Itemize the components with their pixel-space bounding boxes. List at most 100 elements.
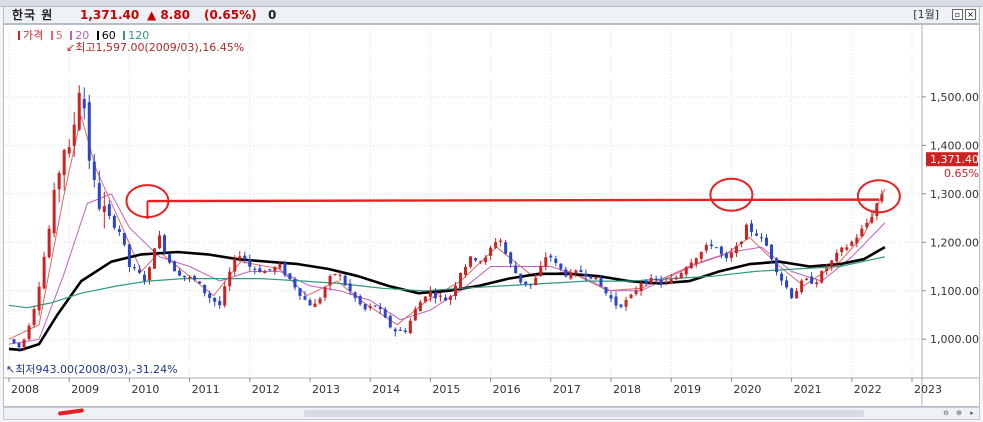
x-tick-label: 2015 <box>432 383 460 396</box>
candle-body <box>474 258 478 261</box>
candle-body <box>699 251 703 259</box>
highlight-circle <box>856 179 901 214</box>
chart-area[interactable]: ↙최고1,597.00(2009/03),16.45% ↖최저943.00(200… <box>3 24 980 407</box>
candle-body <box>719 246 723 255</box>
candle-body <box>544 257 548 267</box>
candle-body <box>875 203 879 216</box>
candle-body <box>629 294 633 299</box>
candle-body <box>408 320 412 334</box>
last-price-label: 1,371.40 <box>930 153 979 166</box>
candle-body <box>163 235 167 253</box>
x-tick-label: 2017 <box>553 383 581 396</box>
candle-body <box>448 296 452 300</box>
candle-body <box>805 278 809 280</box>
price-change-pct: (0.65%) <box>204 8 257 22</box>
instrument-name: 한국 원 <box>12 8 54 22</box>
candle-body <box>479 261 483 263</box>
candle-body <box>117 229 121 232</box>
candle-body <box>253 268 257 270</box>
x-tick-label: 2020 <box>733 383 761 396</box>
candle-body <box>830 260 834 268</box>
candle-body <box>47 228 51 258</box>
candle-body <box>203 284 207 294</box>
candle-body <box>233 258 237 272</box>
legend-swatch-price <box>18 31 20 40</box>
candle-body <box>850 241 854 246</box>
candle-body <box>810 276 814 284</box>
legend-swatch-ma60 <box>96 31 99 40</box>
candle-body <box>67 147 71 154</box>
candle-body <box>549 255 553 258</box>
resistance-line <box>147 198 879 203</box>
legend-swatch-ma20 <box>70 31 73 40</box>
candle-body <box>283 262 287 276</box>
candle-body <box>880 194 884 202</box>
close-icon[interactable]: × <box>965 9 976 20</box>
candle-body <box>413 309 417 321</box>
chart-scrollbar[interactable]: ⊖ ⊕ ▸ <box>3 407 980 420</box>
candle-body <box>835 252 839 262</box>
price-chart[interactable]: ↙최고1,597.00(2009/03),16.45% ↖최저943.00(200… <box>4 25 979 406</box>
zoom-out-icon[interactable]: ⊖ <box>943 409 949 417</box>
price-change: ▲ 8.80 <box>147 8 191 22</box>
candle-body <box>318 298 322 304</box>
candle-body <box>785 280 789 288</box>
candle-body <box>213 297 217 302</box>
x-tick-label: 2012 <box>252 383 280 396</box>
scroll-right-icon[interactable]: ▸ <box>970 409 974 417</box>
candle-body <box>644 280 648 285</box>
candle-body <box>564 269 568 277</box>
period-selector[interactable]: [1월] <box>913 8 939 21</box>
candle-body <box>428 291 432 297</box>
candle-body <box>62 150 66 176</box>
candle-body <box>770 244 774 259</box>
candle-body <box>168 254 172 263</box>
candle-body <box>373 305 377 307</box>
candle-body <box>654 278 658 281</box>
candle-body <box>459 272 462 288</box>
highlight-circle <box>125 184 170 219</box>
candle-body <box>744 224 748 240</box>
candle-body <box>825 268 829 272</box>
x-tick-label: 2023 <box>914 383 942 396</box>
candle-body <box>469 256 473 267</box>
candle-body <box>37 286 41 311</box>
x-tick-label: 2009 <box>71 383 99 396</box>
candle-body <box>845 247 849 250</box>
candle-body <box>433 292 437 299</box>
chart-header: 한국 원 1,371.40 ▲ 8.80 (0.65%) 0 [1월] ▫ × <box>3 6 980 24</box>
candle-body <box>398 329 402 331</box>
candle-body <box>599 278 603 287</box>
candle-body <box>27 325 31 340</box>
candle-body <box>378 306 382 310</box>
x-tick-label: 2019 <box>673 383 701 396</box>
y-tick-label: 1,200.00 <box>930 236 979 249</box>
maximize-button[interactable]: ▫ <box>952 9 963 20</box>
candle-body <box>694 258 698 265</box>
candle-body <box>724 253 728 259</box>
candle-body <box>353 292 357 298</box>
candle-body <box>142 274 146 281</box>
candle-body <box>363 304 367 310</box>
candle-body <box>343 275 347 286</box>
zoom-in-icon[interactable]: ⊕ <box>956 409 962 417</box>
candle-body <box>137 269 141 273</box>
candle-body <box>298 288 302 296</box>
low-annotation: ↖최저943.00(2008/03),-31.24% <box>6 363 178 376</box>
scrollbar-thumb[interactable] <box>304 410 864 417</box>
candle-body <box>263 271 267 274</box>
candle-body <box>534 277 538 286</box>
candle-body <box>107 204 111 217</box>
legend-item-ma120: 120 <box>123 29 151 42</box>
y-tick-label: 1,100.00 <box>930 285 979 298</box>
y-tick-label: 1,500.00 <box>930 91 979 104</box>
candle-body <box>348 283 352 292</box>
candle-body <box>22 339 26 347</box>
candle-body <box>569 272 573 279</box>
candle-body <box>423 296 427 302</box>
candle-body <box>579 269 583 273</box>
candle-body <box>158 235 161 249</box>
candle-body <box>780 273 784 281</box>
candle-body <box>634 290 638 294</box>
candle-body <box>97 183 101 209</box>
